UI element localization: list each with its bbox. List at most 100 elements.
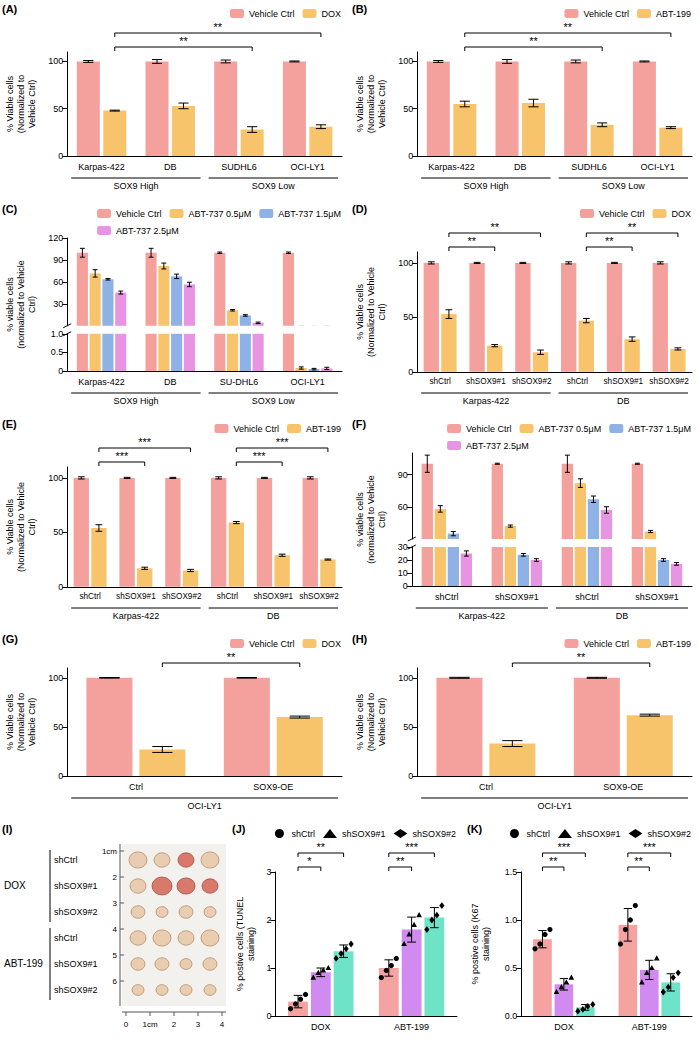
svg-text:100: 100 (398, 56, 413, 66)
svg-text:***: *** (276, 436, 290, 448)
svg-text:ABT-737 1.5μM: ABT-737 1.5μM (278, 209, 341, 219)
svg-text:1.0: 1.0 (505, 915, 518, 925)
svg-text:shSOX9#2: shSOX9#2 (54, 985, 98, 995)
svg-text:% Viable cells: % Viable cells (355, 283, 365, 339)
svg-text:Karpas-422: Karpas-422 (113, 611, 160, 621)
svg-text:% viable cells: % viable cells (355, 492, 365, 547)
svg-text:ABT-199: ABT-199 (656, 9, 691, 19)
svg-text:(Normalized to Vehicle: (Normalized to Vehicle (366, 267, 376, 357)
svg-text:DOX: DOX (671, 209, 691, 219)
svg-text:(B): (B) (352, 3, 368, 15)
svg-text:SOX9-OE: SOX9-OE (253, 782, 293, 792)
svg-text:Ctrl): Ctrl) (377, 303, 387, 320)
svg-text:3: 3 (266, 867, 271, 877)
svg-text:50: 50 (403, 722, 413, 732)
svg-text:(Normalized to Vehicle: (Normalized to Vehicle (16, 482, 26, 572)
svg-text:Vehicle Ctrl): Vehicle Ctrl) (27, 698, 37, 747)
svg-text:Vehicle Ctrl: Vehicle Ctrl (233, 424, 279, 434)
svg-text:DOX: DOX (554, 1022, 574, 1032)
svg-text:50: 50 (403, 312, 413, 322)
svg-text:shCtrl: shCtrl (435, 592, 459, 602)
svg-text:***: *** (643, 841, 657, 853)
svg-text:2: 2 (266, 915, 271, 925)
svg-text:20: 20 (398, 555, 408, 565)
svg-text:0: 0 (408, 151, 413, 161)
svg-text:OCI-LY1: OCI-LY1 (640, 162, 674, 172)
svg-text:Karpas-422: Karpas-422 (459, 611, 506, 621)
svg-text:120: 120 (48, 233, 63, 243)
svg-text:Ctrl): Ctrl) (377, 511, 387, 528)
svg-text:shSOX9#1: shSOX9#1 (495, 592, 539, 602)
svg-text:50: 50 (53, 104, 63, 114)
svg-text:(J): (J) (232, 823, 246, 835)
svg-text:(normalized to Vehicle: (normalized to Vehicle (366, 475, 376, 564)
svg-text:1.5: 1.5 (505, 867, 518, 877)
svg-text:4: 4 (220, 1020, 225, 1029)
svg-text:ABT-199: ABT-199 (306, 424, 341, 434)
svg-text:shCtrl: shCtrl (217, 592, 239, 601)
svg-text:SOX9-OE: SOX9-OE (603, 782, 643, 792)
svg-text:0.0: 0.0 (505, 1011, 518, 1021)
svg-text:shCtrl: shCtrl (54, 855, 78, 865)
svg-text:**: ** (227, 651, 236, 663)
svg-text:shSOX9#1: shSOX9#1 (577, 829, 621, 839)
svg-text:**: ** (628, 221, 637, 233)
svg-text:0: 0 (58, 771, 63, 781)
svg-text:100: 100 (398, 258, 413, 268)
svg-text:ABT-199: ABT-199 (632, 1022, 667, 1032)
svg-text:2: 2 (113, 873, 118, 882)
svg-text:0: 0 (58, 582, 63, 592)
svg-text:(K): (K) (467, 823, 483, 835)
svg-text:DOX: DOX (311, 1022, 331, 1032)
svg-text:shSOX9#1: shSOX9#1 (54, 959, 98, 969)
svg-text:(Normalized to: (Normalized to (366, 75, 376, 134)
svg-text:DB: DB (164, 162, 177, 172)
svg-text:ABT-199: ABT-199 (4, 958, 43, 969)
svg-text:**: ** (605, 235, 614, 247)
svg-text:DB: DB (616, 611, 629, 621)
svg-text:0: 0 (408, 367, 413, 377)
svg-text:50: 50 (53, 722, 63, 732)
svg-text:3: 3 (113, 899, 118, 908)
svg-text:DOX: DOX (321, 9, 341, 19)
svg-text:shSOX9#1: shSOX9#1 (342, 829, 386, 839)
svg-text:0: 0 (124, 1020, 129, 1029)
svg-text:0.5: 0.5 (505, 963, 518, 973)
svg-text:(H): (H) (352, 633, 368, 645)
svg-text:100: 100 (398, 673, 413, 683)
svg-text:**: ** (179, 35, 188, 47)
svg-text:50: 50 (53, 527, 63, 537)
svg-text:***: *** (138, 436, 152, 448)
svg-text:shSOX9#1: shSOX9#1 (54, 881, 98, 891)
svg-text:**: ** (564, 21, 573, 33)
svg-text:shSOX9#2: shSOX9#2 (299, 592, 339, 601)
svg-text:ABT-199: ABT-199 (656, 639, 691, 649)
svg-text:0: 0 (408, 771, 413, 781)
svg-text:**: ** (490, 221, 499, 233)
svg-text:0.5: 0.5 (51, 347, 64, 357)
svg-text:0: 0 (403, 581, 408, 591)
svg-text:90: 90 (53, 255, 63, 265)
svg-text:shCtrl: shCtrl (567, 377, 589, 386)
svg-text:Ctrl: Ctrl (129, 782, 143, 792)
svg-text:(F): (F) (352, 418, 366, 430)
svg-text:**: ** (529, 35, 538, 47)
svg-text:staining): staining) (481, 927, 491, 961)
svg-text:30: 30 (53, 299, 63, 309)
svg-text:Ctrl: Ctrl (479, 782, 493, 792)
svg-text:10: 10 (398, 568, 408, 578)
svg-text:*: * (307, 855, 312, 867)
svg-text:OCI-LY1: OCI-LY1 (290, 162, 324, 172)
svg-text:Vehicle Ctrl: Vehicle Ctrl (249, 639, 295, 649)
svg-text:shSOX9#2: shSOX9#2 (54, 907, 98, 917)
svg-text:% postive cells (K67: % postive cells (K67 (470, 903, 480, 984)
svg-text:DOX: DOX (4, 880, 26, 891)
svg-text:SOX9 Low: SOX9 Low (602, 181, 646, 191)
svg-text:OCI-LY1: OCI-LY1 (187, 801, 221, 811)
svg-text:(Normalized to: (Normalized to (16, 693, 26, 752)
svg-text:Karpas-422: Karpas-422 (463, 396, 510, 406)
svg-text:0: 0 (58, 151, 63, 161)
svg-text:DB: DB (514, 162, 527, 172)
svg-text:shCtrl: shCtrl (526, 829, 550, 839)
svg-text:(A): (A) (2, 3, 18, 15)
